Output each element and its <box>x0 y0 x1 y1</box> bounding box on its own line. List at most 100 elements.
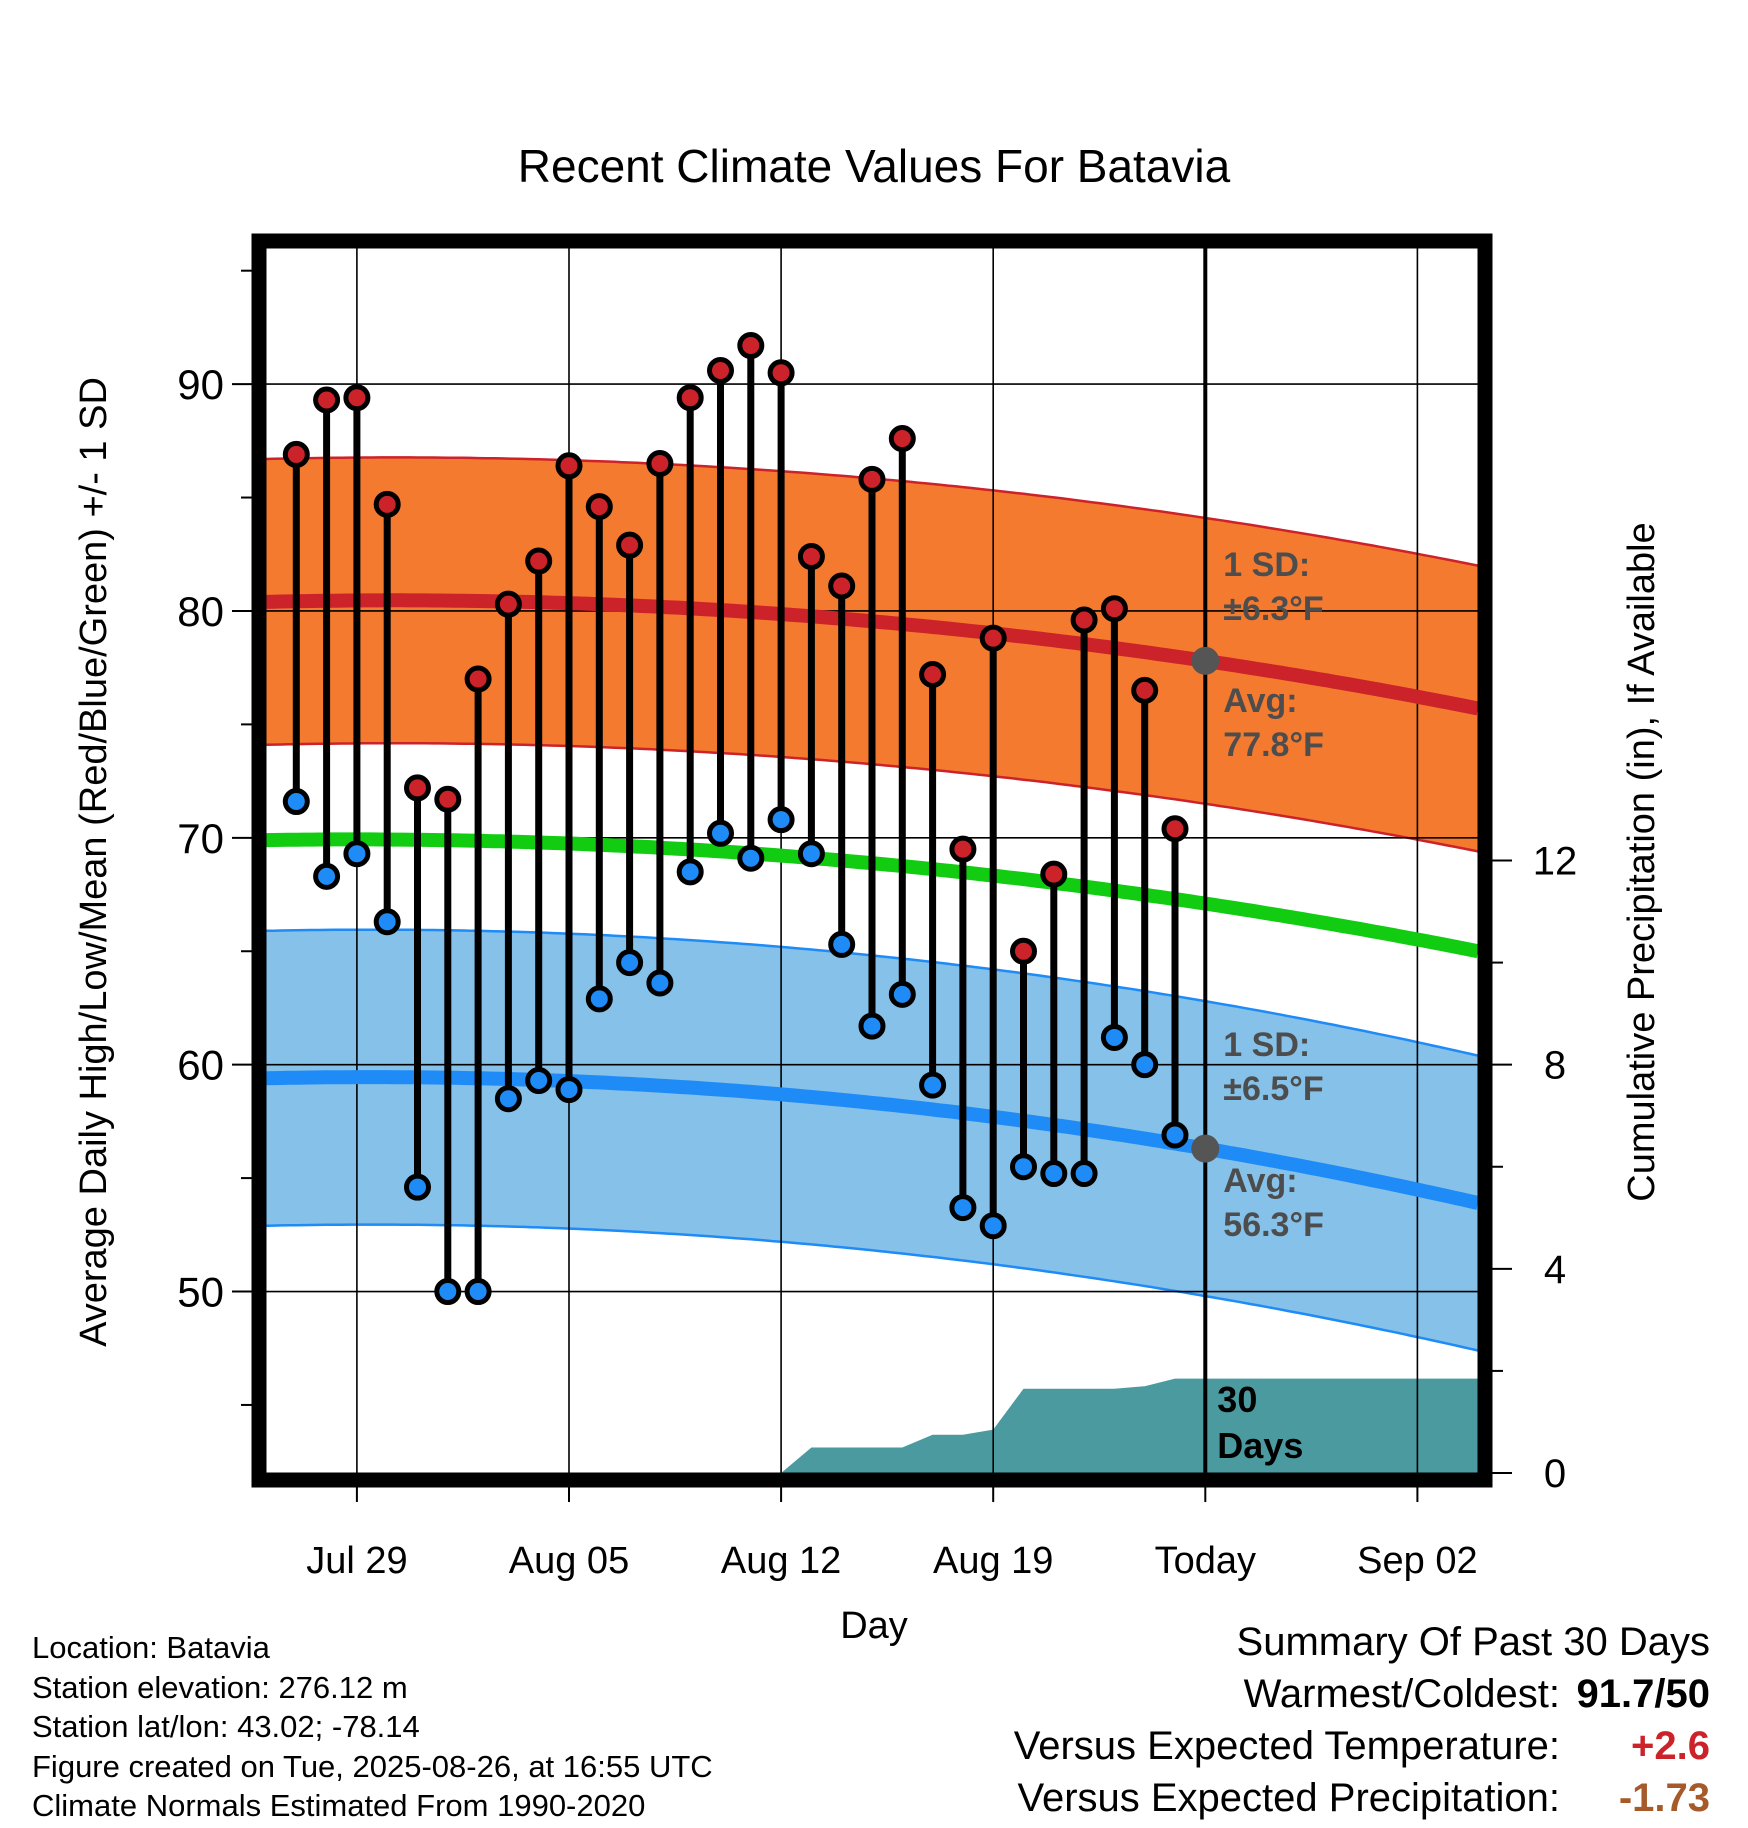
normals-text: Climate Normals Estimated From 1990-2020 <box>32 1788 646 1823</box>
daily-high-point <box>949 835 977 863</box>
daily-low-point <box>737 844 765 872</box>
daily-low-point <box>676 858 704 886</box>
daily-high-point <box>555 452 583 480</box>
low-band-lower-edge <box>265 1223 1479 1352</box>
daily-low-point <box>707 819 734 847</box>
precip-anomaly-row: Versus Expected Precipitation: -1.73 <box>810 1776 1710 1828</box>
y-right-tick-label: 12 <box>1533 840 1578 884</box>
daily-high-point <box>979 624 1007 652</box>
daily-low-point <box>373 908 401 936</box>
daily-range-series <box>282 332 1189 1306</box>
x-tick-label: Aug 12 <box>721 1540 841 1582</box>
x-tick-label: Jul 29 <box>306 1540 407 1582</box>
daily-high-point <box>676 384 704 412</box>
daily-high-point <box>828 572 856 600</box>
daily-low-point <box>858 1012 886 1040</box>
daily-high-point <box>888 425 916 453</box>
x-tick-label: Aug 19 <box>933 1540 1053 1582</box>
summary-title-row: Summary Of Past 30 Days <box>810 1620 1710 1672</box>
x-axis-label: Day <box>840 1605 908 1647</box>
precipitation-area <box>781 1378 1478 1473</box>
daily-low-point <box>494 1085 522 1113</box>
daily-low-point <box>1100 1023 1128 1051</box>
created-text: Figure created on Tue, 2025-08-26, at 16… <box>32 1748 713 1784</box>
daily-high-point <box>373 490 401 518</box>
temp-anomaly-value: +2.6 <box>1631 1724 1710 1768</box>
daily-low-point <box>464 1278 492 1306</box>
daily-high-point <box>1040 860 1068 888</box>
y-right-tick-label: 4 <box>1544 1248 1566 1292</box>
temp-anomaly-label: Versus Expected Temperature: <box>1013 1724 1560 1768</box>
temp-anomaly-row: Versus Expected Temperature: +2.6 <box>810 1724 1710 1776</box>
daily-low-point <box>797 840 825 868</box>
location-text: Location: Batavia <box>32 1630 270 1665</box>
daily-low-point <box>282 788 310 816</box>
warm-cold-value: 91.7/50 <box>1576 1672 1710 1716</box>
daily-low-point <box>1040 1160 1068 1188</box>
low-sd-label: 1 SD: <box>1223 1026 1310 1064</box>
daily-high-point <box>1100 595 1128 623</box>
daily-high-point <box>1070 606 1098 634</box>
daily-low-point <box>979 1212 1007 1240</box>
x-tick-label: Sep 02 <box>1357 1540 1477 1582</box>
low-avg-value: 56.3°F <box>1223 1206 1324 1244</box>
y-tick-label: 60 <box>177 1042 224 1089</box>
warm-cold-row: Warmest/Coldest: 91.7/50 <box>810 1672 1710 1724</box>
daily-high-point <box>1010 937 1037 965</box>
daily-low-point <box>585 985 613 1013</box>
warm-cold-label: Warmest/Coldest: <box>1243 1672 1560 1716</box>
daily-low-point <box>888 980 916 1008</box>
latlon-text: Station lat/lon: 43.02; -78.14 <box>32 1709 420 1744</box>
daily-low-point <box>828 930 856 958</box>
daily-high-point <box>767 359 795 387</box>
daily-low-point <box>343 840 371 868</box>
daily-low-point <box>434 1278 462 1306</box>
plot-border <box>251 233 1493 1488</box>
high-avg-label: Avg: <box>1223 682 1297 720</box>
daily-low-point <box>616 949 644 977</box>
daily-low-point <box>646 969 674 997</box>
daily-high-point <box>585 493 613 521</box>
today-low-avg-marker <box>1191 1134 1220 1163</box>
daily-high-point <box>919 660 947 688</box>
x-tick-label: Today <box>1155 1540 1256 1582</box>
summary-panel: Summary Of Past 30 Days Warmest/Coldest:… <box>810 1620 1710 1828</box>
y-axis-label-right: Cumulative Precipitation (in), If Availa… <box>1621 522 1663 1201</box>
daily-high-point <box>1161 815 1189 843</box>
daily-low-point <box>313 862 341 890</box>
days-window-label-text: Days <box>1217 1425 1303 1466</box>
daily-high-point <box>616 531 644 559</box>
today-high-avg-marker <box>1191 646 1220 675</box>
daily-low-point <box>404 1173 431 1201</box>
y-tick-label: 50 <box>177 1269 224 1316</box>
daily-high-point <box>404 774 431 802</box>
daily-high-point <box>343 384 371 412</box>
daily-high-point <box>797 543 825 571</box>
elevation-text: Station elevation: 276.12 m <box>32 1669 408 1705</box>
daily-low-point <box>1161 1121 1189 1149</box>
daily-high-point <box>707 357 734 384</box>
daily-high-point <box>858 465 886 493</box>
daily-high-point <box>313 386 341 414</box>
daily-high-point <box>646 450 674 478</box>
low-sd-value: ±6.5°F <box>1223 1070 1323 1108</box>
station-info: Location: Batavia Station elevation: 276… <box>32 1628 713 1826</box>
days-window-label-number: 30 <box>1217 1379 1257 1420</box>
annotations: 1 SD: ±6.3°F Avg: 77.8°F 1 SD: ±6.5°F Avg: 56.3… <box>1217 546 1324 1466</box>
precip-cumulative-area <box>781 1378 1478 1473</box>
precip-anomaly-label: Versus Expected Precipitation: <box>1017 1776 1560 1820</box>
daily-low-point <box>949 1194 977 1222</box>
x-tick-label: Aug 05 <box>509 1540 629 1582</box>
low-avg-label: Avg: <box>1223 1162 1297 1200</box>
daily-high-point <box>494 590 522 618</box>
today-line <box>1191 248 1220 1473</box>
y-right-tick-label: 0 <box>1544 1452 1566 1496</box>
high-sd-label: 1 SD: <box>1223 546 1310 584</box>
axes: Recent Climate Values For Batavia Jul 29 A… <box>73 140 1663 1647</box>
precip-anomaly-value: -1.73 <box>1618 1776 1710 1820</box>
low-avg-line <box>265 1070 1480 1210</box>
daily-low-point <box>1070 1160 1098 1188</box>
y-tick-label: 90 <box>177 361 224 408</box>
daily-low-point <box>1010 1153 1037 1181</box>
